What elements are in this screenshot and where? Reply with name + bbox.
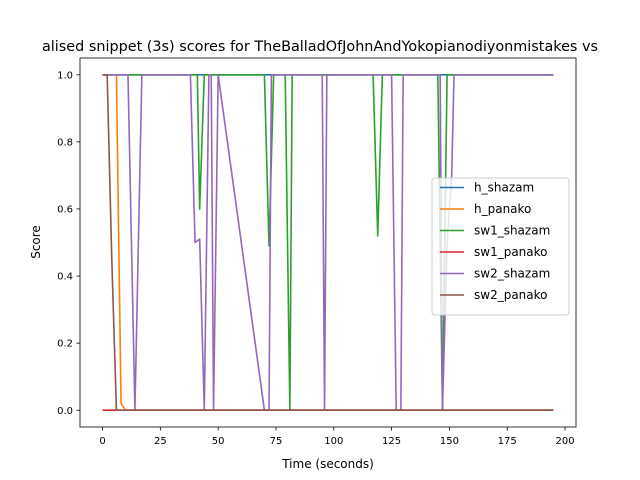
series-line-sw2_panako: [102, 73, 554, 412]
legend-label-sw1_shazam: sw1_shazam: [474, 224, 550, 238]
y-axis: 0.0 0.2 0.4 0.6 0.8 1.0: [57, 70, 80, 417]
x-tick-label: 200: [555, 436, 574, 447]
x-axis: 0 25 50 75 100 125 150 175 200: [99, 427, 575, 447]
x-tick-label: 0: [99, 436, 105, 447]
y-tick-label: 0.4: [57, 272, 73, 283]
x-axis-label: Time (seconds): [281, 457, 374, 471]
y-tick-label: 1.0: [57, 70, 73, 81]
y-tick-label: 0.8: [57, 137, 73, 148]
series-line-sw2_shazam: [102, 73, 554, 412]
x-tick-label: 175: [498, 436, 517, 447]
legend-label-sw1_panako: sw1_panako: [474, 245, 548, 259]
legend-label-sw2_panako: sw2_panako: [474, 288, 548, 302]
legend-label-h_shazam: h_shazam: [474, 181, 534, 195]
x-tick-label: 75: [270, 436, 283, 447]
chart-title: alised snippet (3s) scores for TheBallad…: [42, 39, 598, 55]
legend-label-h_panako: h_panako: [474, 202, 531, 216]
y-tick-label: 0.6: [57, 205, 73, 216]
x-tick-label: 50: [212, 436, 225, 447]
y-tick-label: 0.2: [57, 339, 73, 350]
plot-frame: [79, 57, 577, 428]
x-tick-label: 25: [154, 436, 167, 447]
legend-box: [431, 177, 570, 316]
x-tick-label: 150: [440, 436, 459, 447]
x-tick-label: 125: [382, 436, 401, 447]
x-tick-label: 100: [324, 436, 343, 447]
plot-area: [79, 57, 577, 428]
y-tick-label: 0.0: [57, 406, 73, 417]
legend-label-sw2_shazam: sw2_shazam: [474, 267, 550, 281]
legend: h_shazam h_panako sw1_shazam sw1_panako sw2_…: [431, 177, 570, 316]
y-axis-label: Score: [29, 225, 43, 259]
